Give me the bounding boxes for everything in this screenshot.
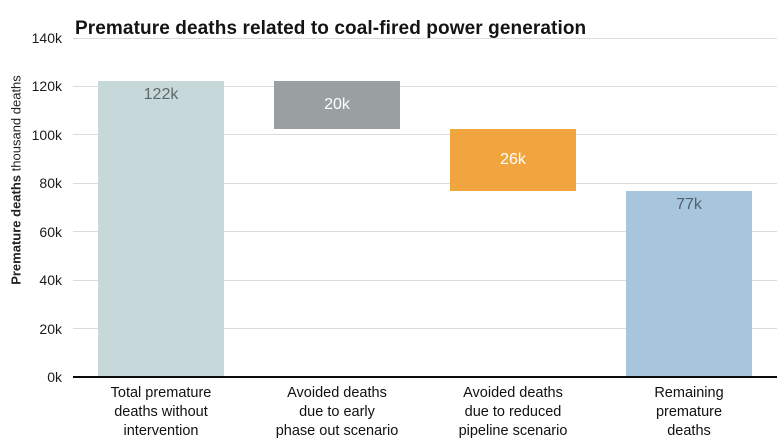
bar-value-label: 77k	[676, 196, 702, 214]
y-tick-120k: 120k	[31, 78, 62, 95]
category-label-4: Remaining premature deaths	[654, 385, 724, 439]
x-axis-baseline	[73, 376, 777, 378]
y-tick-60k: 60k	[39, 223, 62, 240]
y-tick-20k: 20k	[39, 320, 62, 337]
bar-value-label: 26k	[500, 151, 526, 169]
y-tick-0k: 0k	[47, 369, 62, 385]
category-label-2: Avoided deaths due to early phase out sc…	[275, 385, 399, 439]
bar-4: 77k	[626, 191, 752, 377]
y-tick-80k: 80k	[39, 175, 62, 192]
bar-3: 26k	[450, 129, 576, 192]
chart-title: Premature deaths related to coal-fired p…	[75, 17, 587, 39]
category-label-1: Total premature deaths without intervent…	[110, 385, 212, 439]
bar-1: 122k	[98, 80, 224, 377]
plot-area: 122k 20k 26k 77k	[73, 38, 777, 377]
gridline-100k	[73, 134, 777, 136]
bar-2: 20k	[274, 80, 400, 130]
bar-value-label: 20k	[324, 95, 350, 113]
gridline-140k	[73, 37, 777, 39]
gridline-20k	[73, 328, 777, 330]
bar-value-label: 122k	[143, 85, 179, 103]
gridline-80k	[73, 182, 777, 184]
gridline-120k	[73, 85, 777, 87]
category-label-3: Avoided deaths due to reduced pipeline s…	[458, 385, 568, 439]
y-tick-140k: 140k	[31, 30, 62, 46]
y-tick-100k: 100k	[31, 126, 62, 143]
y-tick-40k: 40k	[39, 272, 62, 289]
gridline-40k	[73, 279, 777, 281]
gridline-60k	[73, 231, 777, 233]
